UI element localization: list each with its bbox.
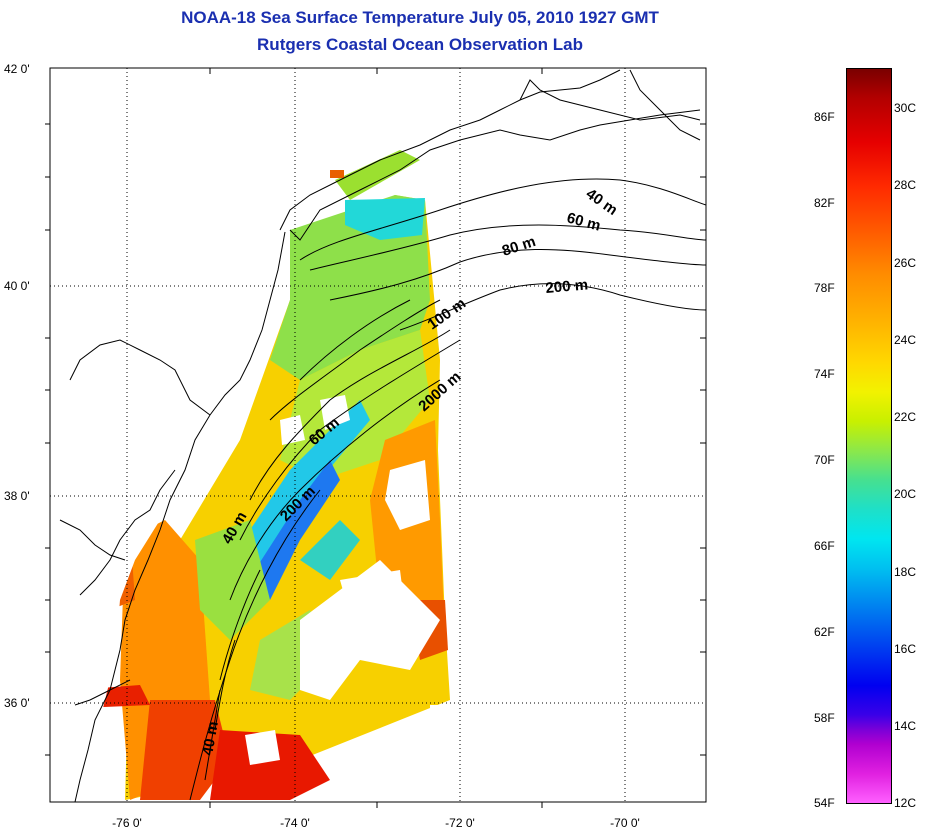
lon-label-74: -74 0' (280, 816, 310, 830)
colorbar-label-58f: 58F (814, 711, 835, 725)
colorbar-label-14c: 14C (894, 719, 917, 733)
map-title: NOAA-18 Sea Surface Temperature July 05,… (181, 8, 659, 27)
colorbar-label-66f: 66F (814, 539, 835, 553)
colorbar-label-74f: 74F (814, 367, 835, 381)
contour-label-60m-north: 60 m (565, 209, 602, 234)
bathymetry-contours (189, 178, 706, 801)
colorbar-label-62f: 62F (814, 625, 835, 639)
colorbar-label-16c: 16C (894, 642, 917, 656)
colorbar-label-70f: 70F (814, 453, 835, 467)
colorbar-label-20c: 20C (894, 487, 917, 501)
colorbar-label-82f: 82F (814, 196, 835, 210)
lon-label-72: -72 0' (445, 816, 475, 830)
map-subtitle: Rutgers Coastal Ocean Observation Lab (257, 35, 583, 54)
temperature-colorbar (846, 68, 892, 804)
lat-label-36: 36 0' (4, 696, 30, 710)
colorbar-label-12c: 12C (894, 796, 917, 810)
colorbar-label-28c: 28C (894, 178, 917, 192)
coastline (59, 69, 701, 802)
contour-label-80m: 80 m (500, 233, 538, 260)
colorbar-label-24c: 24C (894, 333, 917, 347)
contour-label-200m-north: 200 m (545, 276, 589, 297)
colorbar-label-30c: 30C (894, 101, 917, 115)
colorbar-label-54f: 54F (814, 796, 835, 810)
colorbar-label-26c: 26C (894, 256, 917, 270)
lat-label-38: 38 0' (4, 489, 30, 503)
map-ticks (45, 68, 706, 808)
contour-label-40m-south: 40 m (199, 720, 222, 757)
map-frame (49, 67, 707, 803)
graticule (50, 68, 706, 802)
lat-label-42: 42 0' (4, 62, 30, 76)
colorbar-label-18c: 18C (894, 565, 917, 579)
colorbar-label-86f: 86F (814, 110, 835, 124)
lat-label-40: 40 0' (4, 279, 30, 293)
colorbar-label-22c: 22C (894, 410, 917, 424)
lon-label-76: -76 0' (112, 816, 142, 830)
sst-layer (50, 68, 706, 802)
lon-label-70: -70 0' (610, 816, 640, 830)
colorbar-label-78f: 78F (814, 281, 835, 295)
